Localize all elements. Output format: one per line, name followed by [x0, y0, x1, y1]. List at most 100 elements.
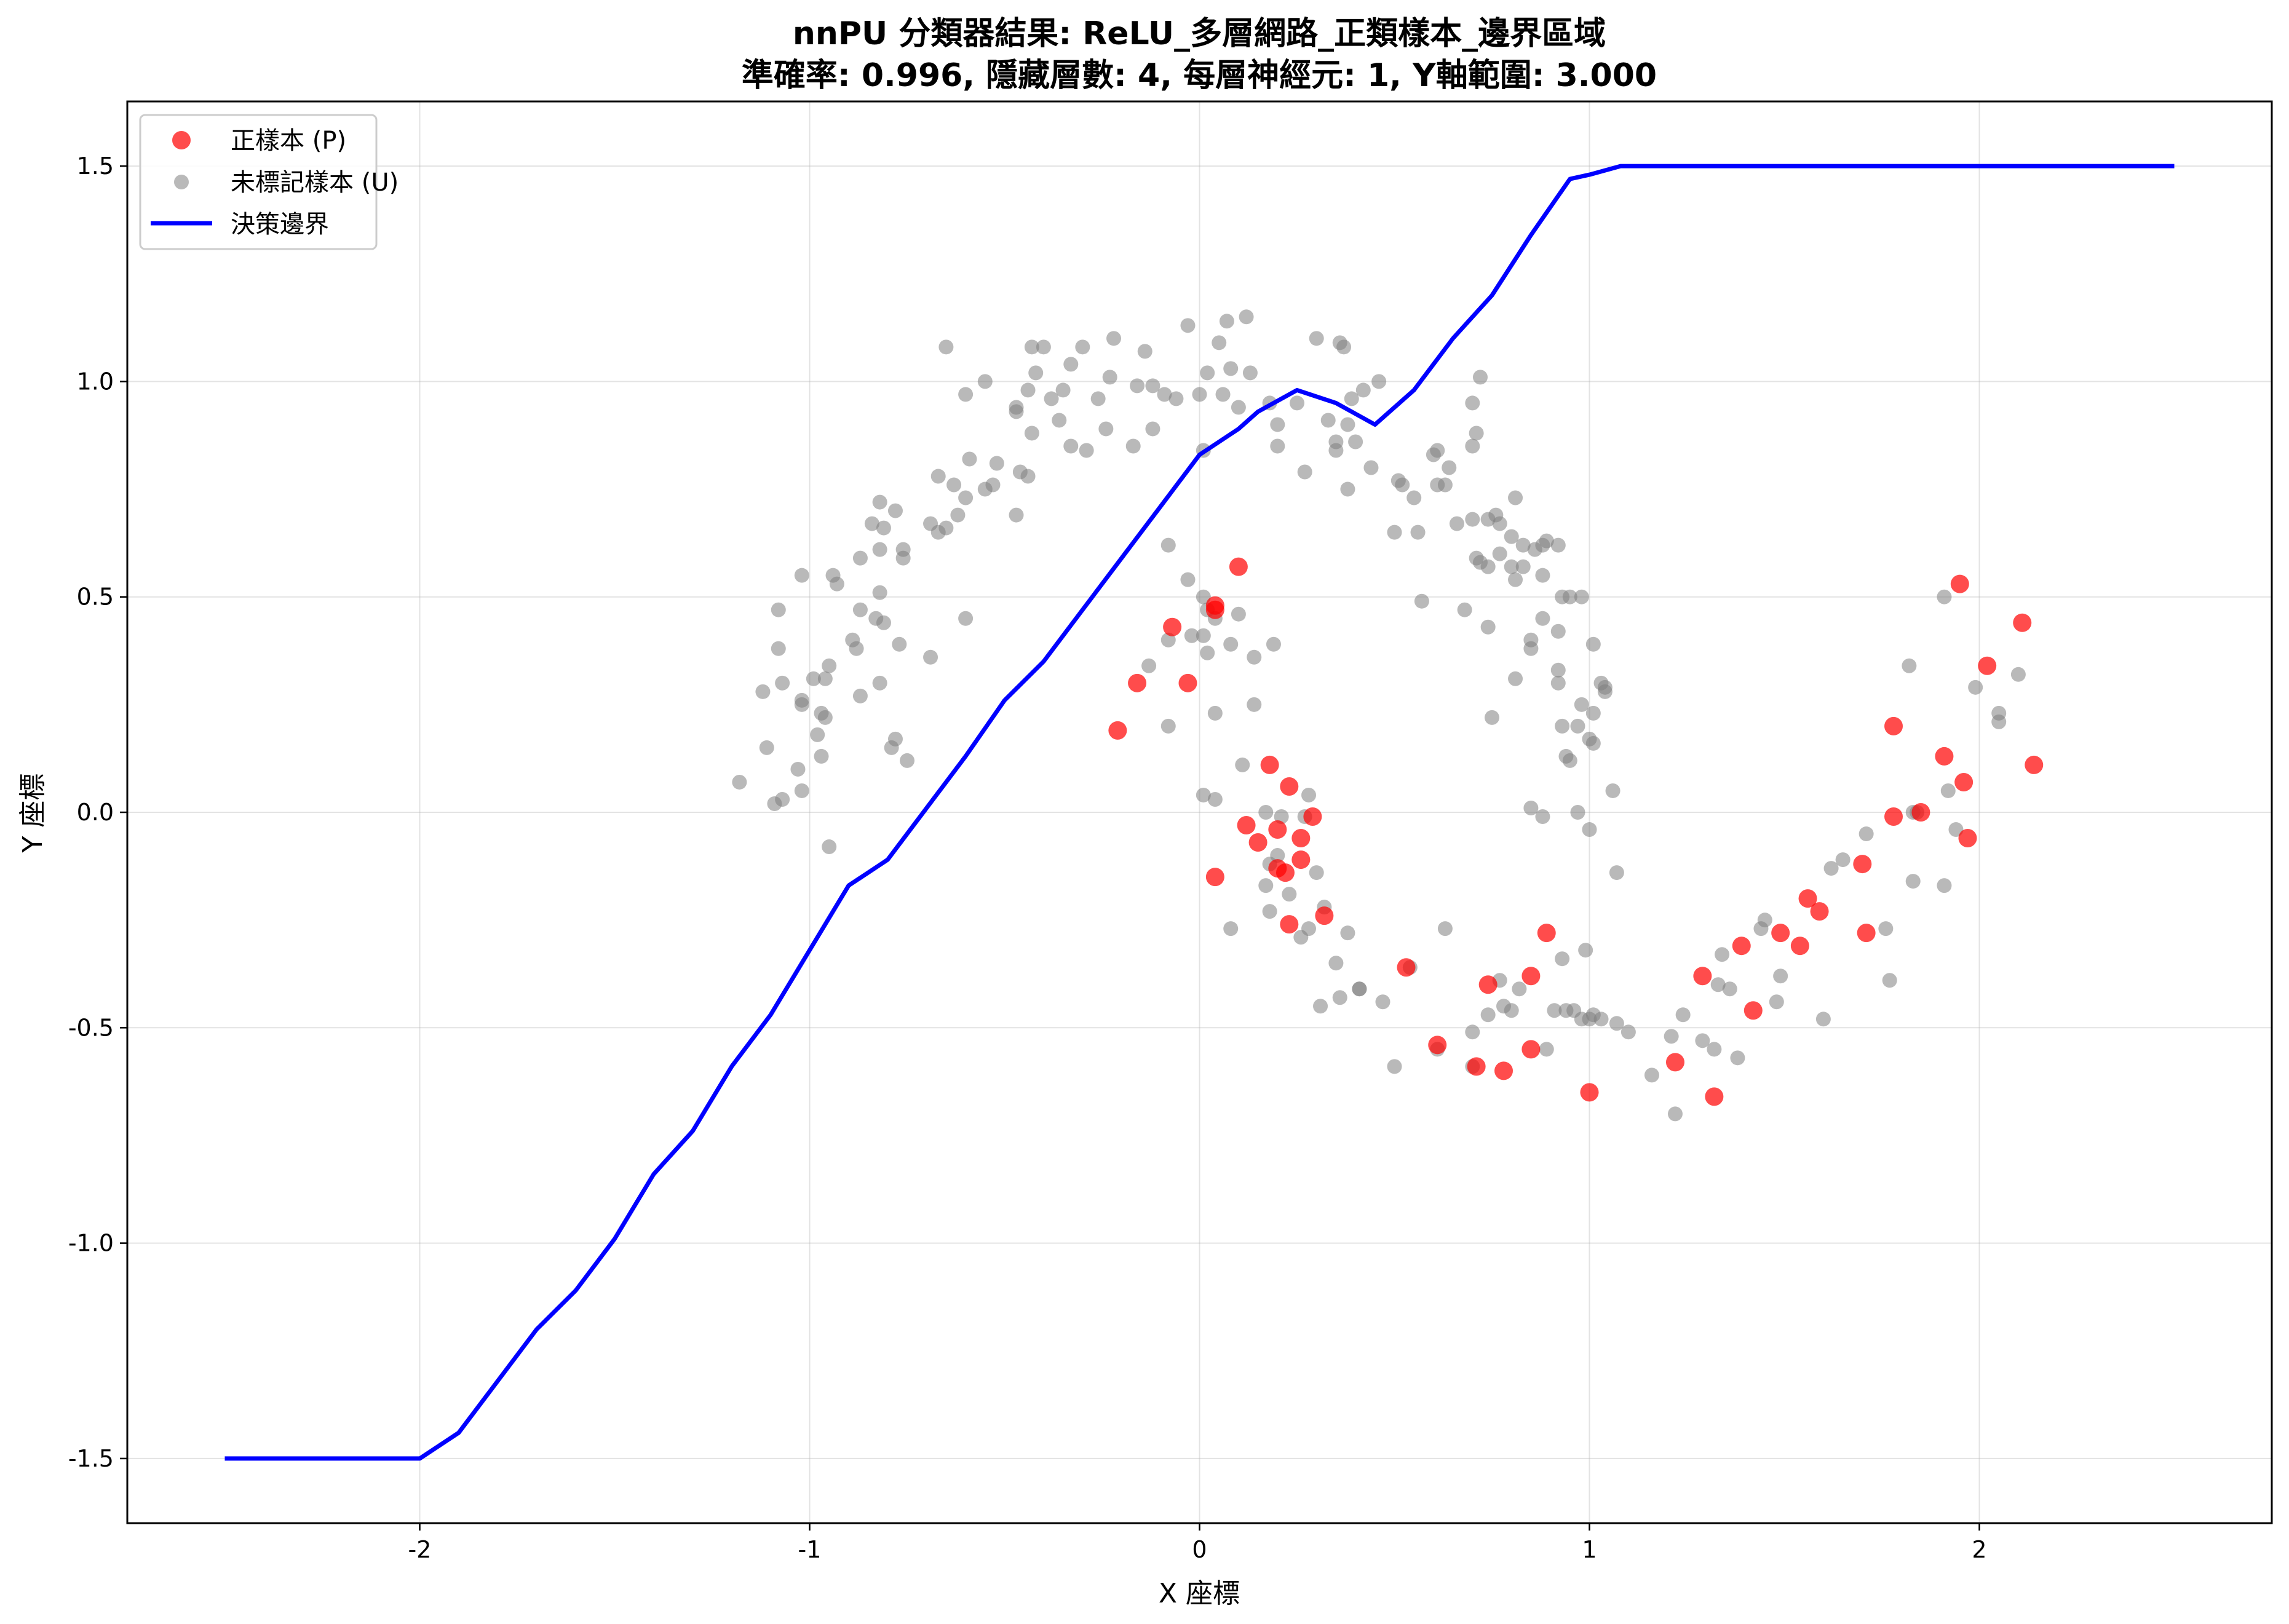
unlabeled-point — [1570, 718, 1585, 734]
unlabeled-point — [1200, 645, 1215, 660]
unlabeled-point — [876, 520, 891, 536]
positive-point — [1163, 617, 1182, 636]
positive-point — [1790, 937, 1809, 956]
unlabeled-point — [1457, 602, 1472, 617]
unlabeled-point — [1582, 822, 1597, 838]
unlabeled-point — [767, 796, 782, 811]
unlabeled-point — [1430, 443, 1445, 458]
unlabeled-point — [1515, 559, 1531, 574]
y-tick-label: 1.0 — [77, 368, 114, 395]
unlabeled-point — [1730, 1050, 1745, 1066]
unlabeled-point — [1363, 460, 1379, 475]
unlabeled-point — [1948, 822, 1964, 838]
unlabeled-point — [1024, 426, 1039, 441]
unlabeled-point — [1465, 1024, 1480, 1040]
unlabeled-point — [1313, 999, 1328, 1014]
x-tick-label: -1 — [798, 1536, 822, 1563]
unlabeled-point — [1270, 417, 1285, 432]
unlabeled-point — [1465, 512, 1480, 527]
unlabeled-point — [1231, 400, 1246, 415]
unlabeled-point — [1480, 559, 1496, 574]
unlabeled-point — [1231, 606, 1246, 622]
unlabeled-point — [946, 477, 962, 493]
unlabeled-point — [755, 684, 771, 699]
positive-point — [1771, 924, 1790, 943]
positive-point — [1108, 721, 1127, 740]
unlabeled-point — [895, 542, 911, 557]
positive-point — [1229, 557, 1248, 576]
unlabeled-point — [852, 602, 868, 617]
positive-point — [2013, 613, 2032, 632]
positive-point — [1280, 777, 1299, 796]
unlabeled-point — [1262, 904, 1277, 919]
unlabeled-point — [775, 675, 790, 691]
unlabeled-point — [1585, 705, 1601, 721]
unlabeled-point — [864, 516, 879, 531]
unlabeled-point — [1535, 568, 1550, 583]
unlabeled-point — [958, 387, 974, 402]
unlabeled-point — [1160, 632, 1176, 648]
unlabeled-point — [1593, 1012, 1609, 1027]
unlabeled-point — [1063, 438, 1079, 454]
unlabeled-point — [845, 632, 860, 648]
unlabeled-point — [1145, 421, 1160, 437]
unlabeled-point — [2010, 667, 2026, 682]
unlabeled-point — [1773, 968, 1788, 984]
positive-point — [1693, 967, 1712, 986]
unlabeled-point — [1523, 800, 1539, 815]
unlabeled-point — [1301, 787, 1317, 802]
unlabeled-point — [822, 839, 837, 855]
unlabeled-point — [1555, 951, 1570, 967]
unlabeled-point — [1390, 473, 1406, 488]
unlabeled-point — [1512, 981, 1527, 997]
unlabeled-point — [1585, 636, 1601, 652]
unlabeled-point — [1469, 426, 1484, 441]
unlabeled-point — [1200, 365, 1215, 381]
unlabeled-point — [872, 585, 887, 600]
unlabeled-point — [938, 520, 954, 536]
unlabeled-point — [1239, 309, 1254, 325]
unlabeled-point — [923, 516, 938, 531]
unlabeled-point — [1196, 628, 1211, 643]
unlabeled-point — [1141, 658, 1157, 673]
unlabeled-point — [1332, 990, 1347, 1005]
unlabeled-point — [1270, 438, 1285, 454]
unlabeled-point — [1902, 658, 1917, 673]
unlabeled-point — [1301, 921, 1317, 937]
positive-point — [1798, 889, 1817, 908]
unlabeled-point — [1102, 370, 1117, 385]
y-tick-label: 1.5 — [77, 152, 114, 180]
x-axis-label: X 座標 — [1159, 1578, 1240, 1609]
unlabeled-point — [829, 576, 844, 592]
unlabeled-point — [1621, 1024, 1636, 1040]
legend-label-unlabeled: 未標記樣本 (U) — [231, 168, 399, 197]
unlabeled-point — [1282, 887, 1297, 902]
unlabeled-point — [1223, 361, 1239, 376]
positive-point — [1303, 807, 1322, 826]
unlabeled-point — [1340, 417, 1355, 432]
unlabeled-point — [989, 456, 1004, 471]
unlabeled-point — [1508, 671, 1523, 686]
positive-point — [1958, 829, 1977, 848]
unlabeled-point — [1009, 400, 1024, 415]
unlabeled-point — [1835, 852, 1851, 868]
positive-points — [1108, 557, 2044, 1106]
unlabeled-point — [1695, 1033, 1710, 1048]
unlabeled-point — [1539, 1042, 1554, 1057]
unlabeled-point — [1196, 589, 1211, 604]
positive-point — [1810, 902, 1829, 921]
unlabeled-point — [1905, 874, 1921, 889]
legend-box — [139, 114, 378, 250]
positive-point — [1291, 850, 1311, 869]
unlabeled-point — [1098, 421, 1114, 437]
legend-label-positive: 正樣本 (P) — [231, 127, 346, 155]
unlabeled-point — [1258, 878, 1274, 893]
unlabeled-point — [771, 602, 786, 617]
unlabeled-point — [1215, 387, 1231, 402]
unlabeled-point — [817, 671, 833, 686]
positive-point — [2025, 755, 2044, 774]
unlabeled-point — [1336, 339, 1352, 355]
positive-point — [1237, 816, 1256, 835]
unlabeled-point — [1157, 387, 1172, 402]
unlabeled-point — [977, 374, 993, 389]
